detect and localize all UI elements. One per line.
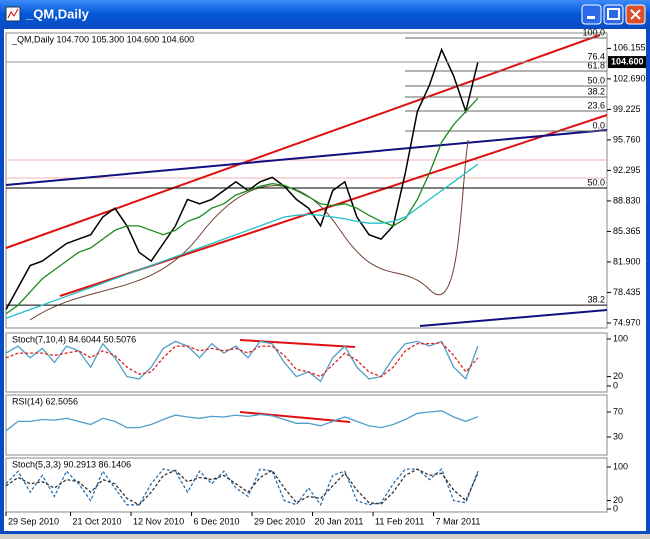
- y-tick-label: 95.760: [613, 134, 641, 144]
- x-tick-label: 7 Mar 2011: [436, 516, 481, 526]
- y-tick-label: 85.365: [613, 226, 641, 236]
- series-line: [5, 163, 479, 319]
- fib-label: 23.6: [587, 100, 605, 110]
- panel-title: Stoch(5,3,3) 90.2913 86.1406: [12, 459, 131, 469]
- panel-title: Stoch(7,10,4) 84.6044 50.5076: [12, 334, 136, 344]
- trend-navy: [5, 129, 608, 186]
- series-line: [5, 47, 479, 310]
- y-tick-label: 100: [613, 333, 628, 343]
- chart-area: [4, 29, 646, 531]
- window-title: _QM,Daily: [25, 6, 90, 21]
- y-tick-label: 78.435: [613, 287, 641, 297]
- y-tick-label: 20: [613, 371, 623, 381]
- fib-label: 50.0: [587, 75, 605, 85]
- close-glyph: [630, 9, 641, 20]
- fib-label: 76.4: [587, 51, 605, 61]
- bollinger-lower: [29, 139, 469, 321]
- maximize-glyph: [607, 8, 620, 20]
- series-line: [5, 468, 479, 506]
- maximize-button[interactable]: [603, 4, 624, 25]
- stoch-panel: [5, 332, 608, 393]
- x-tick-label: 12 Nov 2010: [133, 516, 184, 526]
- y-tick-label: 70: [613, 406, 623, 416]
- fib-label: 100.0: [582, 27, 605, 37]
- minimize-button[interactable]: [581, 4, 602, 25]
- y-tick-label: 74.970: [613, 317, 641, 327]
- y-tick-label: 20: [613, 495, 623, 505]
- fib-label: 61.8: [587, 60, 605, 70]
- title-bar: [0, 0, 650, 28]
- fib-label: 38.2: [587, 86, 605, 96]
- fib-label: 38.2: [587, 294, 605, 304]
- x-tick-label: 20 Jan 2011: [315, 516, 364, 526]
- panel-title: _QM,Daily 104.700 105.300 104.600 104.60…: [11, 34, 194, 44]
- window-icon-glyph: [7, 8, 19, 19]
- fib-label: 0.0: [592, 120, 605, 130]
- y-tick-label: 0: [613, 503, 618, 513]
- series-line: [5, 342, 479, 378]
- series-line: [5, 468, 479, 507]
- series-line: [5, 97, 479, 315]
- y-tick-label: 102.690: [613, 73, 646, 83]
- x-tick-label: 29 Dec 2010: [254, 516, 305, 526]
- last-price-label: 104.600: [611, 56, 644, 66]
- main-panel: [5, 32, 608, 329]
- channel-upper: [5, 34, 601, 249]
- minimize-glyph: [587, 16, 595, 19]
- series-line: [5, 410, 479, 432]
- stoch2-panel: [5, 457, 608, 513]
- panel-title: RSI(14) 62.5056: [12, 396, 78, 406]
- y-tick-label: 92.295: [613, 165, 641, 175]
- rsi-divergence: [239, 411, 351, 423]
- y-tick-label: 99.225: [613, 104, 641, 114]
- series-line: [5, 340, 479, 383]
- y-tick-label: 100: [613, 461, 628, 471]
- fib-label: 50.0: [587, 177, 605, 187]
- x-tick-label: 11 Feb 2011: [375, 516, 424, 526]
- y-tick-label: 106.155: [613, 43, 646, 53]
- x-tick-label: 6 Dec 2010: [194, 516, 240, 526]
- y-tick-label: 30: [613, 431, 623, 441]
- rsi-panel: [5, 394, 608, 456]
- y-tick-label: 88.830: [613, 195, 641, 205]
- x-tick-label: 21 Oct 2010: [73, 516, 122, 526]
- last-price-box: [608, 56, 646, 69]
- stoch-divergence: [239, 339, 356, 348]
- y-tick-label: 0: [613, 380, 618, 390]
- y-tick-label: 81.900: [613, 256, 641, 266]
- panel-frames: [5, 32, 608, 513]
- trend-navy-low: [419, 309, 608, 327]
- x-tick-label: 29 Sep 2010: [8, 516, 59, 526]
